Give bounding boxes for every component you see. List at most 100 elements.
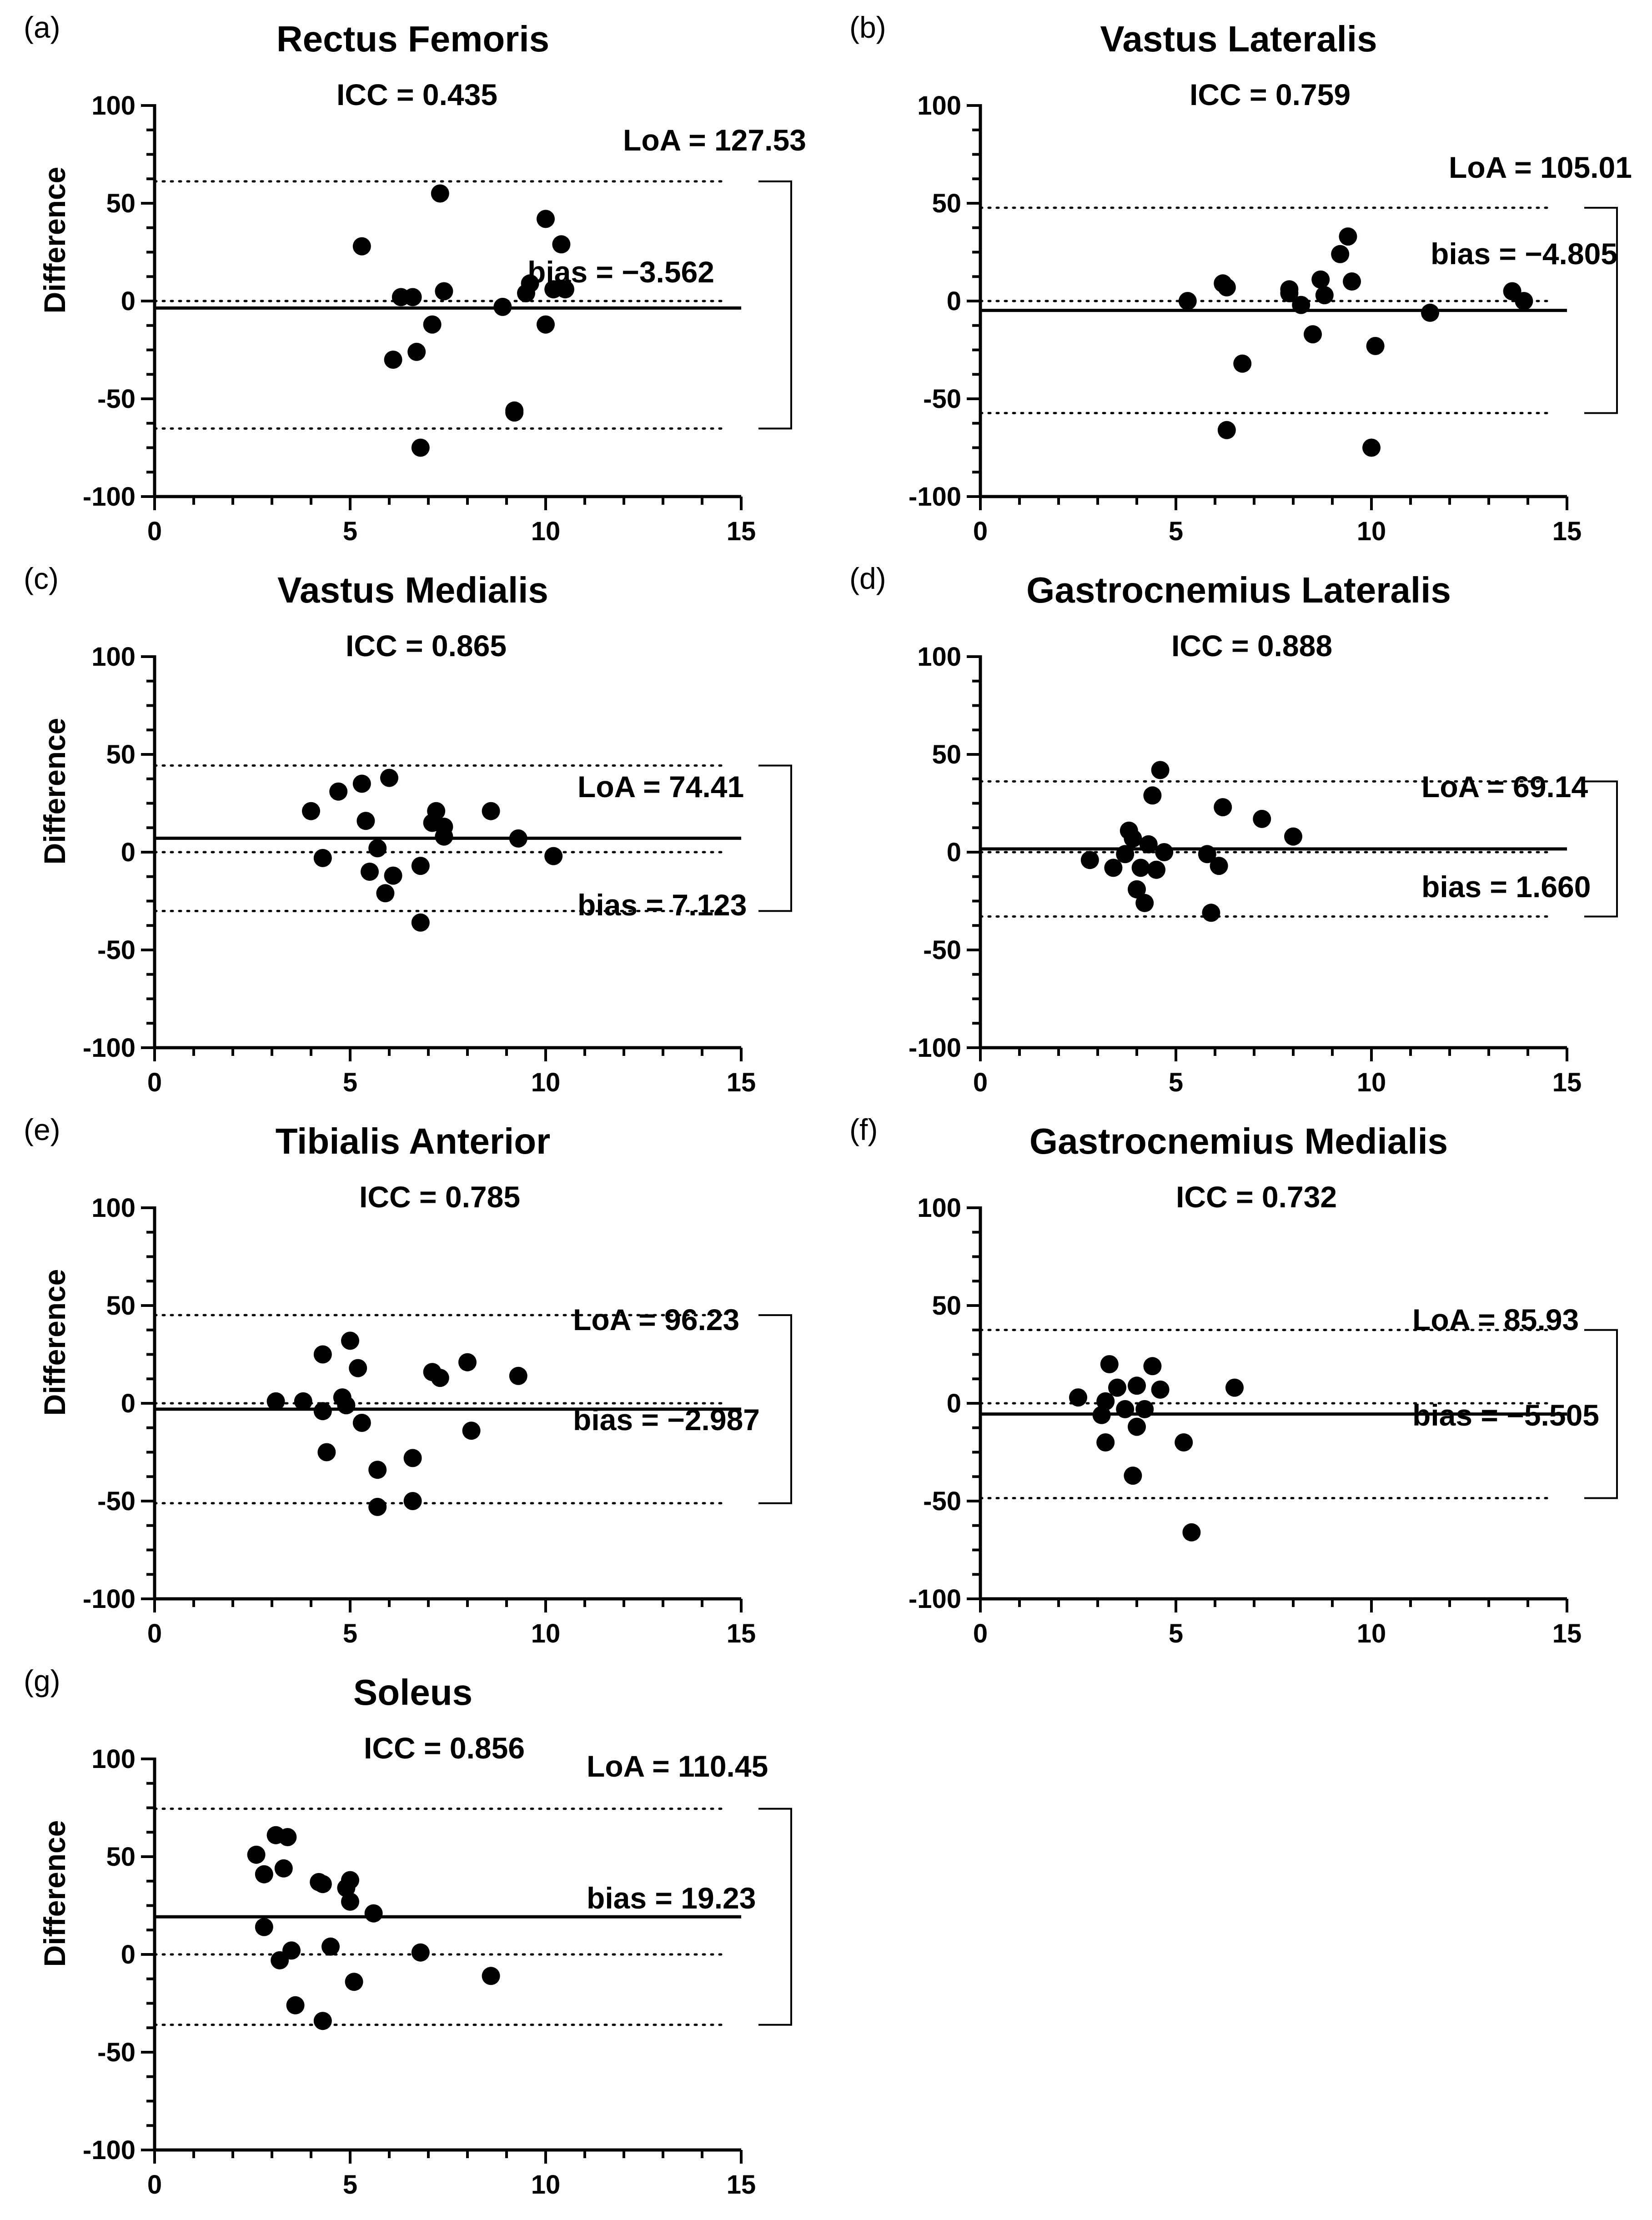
chart-panel: -100 -50 0 50 100 0 5 10 15 (f) Gastrocnemius Medi… — [826, 1102, 1652, 1657]
x-tick-label: 15 — [727, 2170, 756, 2200]
data-point — [357, 812, 375, 830]
data-point — [1128, 1376, 1146, 1395]
y-tick-label: 100 — [91, 642, 136, 672]
data-point — [1096, 1433, 1115, 1452]
data-point — [403, 1449, 422, 1467]
data-point — [1175, 1433, 1193, 1452]
x-tick-label: 10 — [531, 2170, 561, 2200]
data-point — [462, 1421, 481, 1440]
data-point — [352, 237, 371, 256]
chart-panel: -100 -50 0 50 100 0 5 10 15 (a) Rectus Femoris ICC … — [0, 0, 826, 555]
y-tick-label: -50 — [923, 1487, 961, 1516]
x-tick-label: 5 — [343, 1068, 357, 1097]
y-tick-label: -50 — [97, 384, 136, 414]
data-point — [1202, 904, 1220, 922]
data-point — [411, 438, 430, 457]
icc-label: ICC = 0.759 — [1190, 78, 1351, 111]
data-point — [544, 847, 563, 865]
x-tick-label: 0 — [973, 1619, 988, 1648]
x-tick-label: 15 — [1552, 1619, 1582, 1648]
data-point — [423, 315, 442, 334]
loa-bracket — [758, 764, 792, 912]
data-point — [411, 1943, 430, 1962]
data-point — [1210, 857, 1228, 875]
x-tick-label: 10 — [531, 1068, 561, 1097]
loa-bracket — [758, 180, 792, 430]
data-point — [1304, 325, 1322, 344]
y-tick-label: -50 — [97, 1487, 136, 1516]
y-tick-label: -100 — [83, 1033, 136, 1063]
data-point — [509, 1366, 527, 1385]
loa-label: LoA = 69.14 — [1421, 770, 1588, 804]
data-point — [427, 802, 446, 820]
data-point — [286, 1996, 305, 2014]
y-tick-label: 100 — [91, 91, 136, 121]
y-axis-label: Difference — [38, 166, 71, 314]
panel-letter: (f) — [849, 1113, 878, 1146]
data-point — [1143, 786, 1162, 805]
chart-svg: -100 -50 0 50 100 0 5 10 15 — [909, 1193, 1618, 1648]
y-tick-label: -100 — [83, 482, 136, 512]
y-tick-label: 0 — [947, 1389, 961, 1418]
data-point — [482, 802, 500, 820]
y-tick-label: 50 — [106, 740, 136, 769]
loa-bracket — [1584, 780, 1618, 918]
loa-label: LoA = 110.45 — [587, 1749, 768, 1783]
data-point — [313, 1345, 332, 1364]
x-tick-label: 0 — [147, 517, 162, 546]
data-point — [247, 1845, 266, 1864]
data-point — [1421, 303, 1439, 322]
data-point — [1284, 827, 1302, 846]
data-point — [1147, 860, 1165, 879]
data-point — [1182, 1523, 1201, 1542]
loa-bracket — [758, 1808, 792, 2026]
data-point — [274, 1859, 293, 1878]
y-axis-label: Difference — [38, 718, 71, 865]
data-point — [482, 1967, 500, 1985]
panel-letter: (c) — [24, 562, 59, 595]
panel-letter: (d) — [849, 562, 886, 595]
data-point — [1214, 798, 1232, 817]
data-point — [255, 1918, 273, 1936]
data-point — [1217, 421, 1236, 439]
data-point — [1139, 835, 1158, 854]
chart-svg: -100 -50 0 50 100 0 5 10 15 — [83, 642, 792, 1097]
chart-title: Tibialis Anterior — [275, 1121, 551, 1161]
chart-title: Soleus — [353, 1672, 473, 1713]
data-point — [537, 315, 555, 334]
data-point — [1225, 1378, 1244, 1397]
data-point — [521, 274, 539, 293]
x-tick-label: 5 — [343, 1619, 357, 1648]
data-point — [313, 1875, 332, 1894]
data-point — [1108, 1378, 1126, 1397]
data-point — [1124, 829, 1142, 848]
data-point — [435, 282, 453, 301]
y-tick-label: 50 — [932, 1291, 961, 1321]
y-tick-label: 0 — [121, 1389, 136, 1418]
data-point — [509, 829, 527, 848]
x-tick-label: 0 — [147, 1068, 162, 1097]
data-point — [380, 768, 398, 787]
data-point — [1339, 227, 1357, 246]
data-point — [313, 1402, 332, 1421]
data-point — [1096, 1392, 1115, 1411]
chart-svg: -100 -50 0 50 100 0 5 10 15 — [83, 1193, 792, 1648]
loa-label: LoA = 127.53 — [623, 123, 806, 157]
panel-letter: (e) — [24, 1113, 60, 1146]
icc-label: ICC = 0.865 — [346, 629, 507, 663]
icc-label: ICC = 0.785 — [359, 1180, 521, 1214]
y-tick-label: 50 — [106, 1842, 136, 1872]
chart-panel: -100 -50 0 50 100 0 5 10 15 (d) Gastrocnemius Late… — [826, 551, 1652, 1106]
chart-panel: -100 -50 0 50 100 0 5 10 15 (b) Vastus Lateralis IC… — [826, 0, 1652, 555]
data-point — [1124, 1467, 1142, 1485]
data-point — [1233, 354, 1252, 373]
x-tick-label: 5 — [1169, 517, 1183, 546]
y-tick-label: 0 — [121, 286, 136, 316]
data-point — [411, 913, 430, 932]
data-point — [1280, 280, 1299, 299]
data-point — [345, 1973, 363, 1991]
icc-label: ICC = 0.856 — [364, 1731, 525, 1765]
data-point — [368, 1497, 387, 1516]
data-point — [493, 297, 512, 316]
data-point — [313, 2012, 332, 2030]
